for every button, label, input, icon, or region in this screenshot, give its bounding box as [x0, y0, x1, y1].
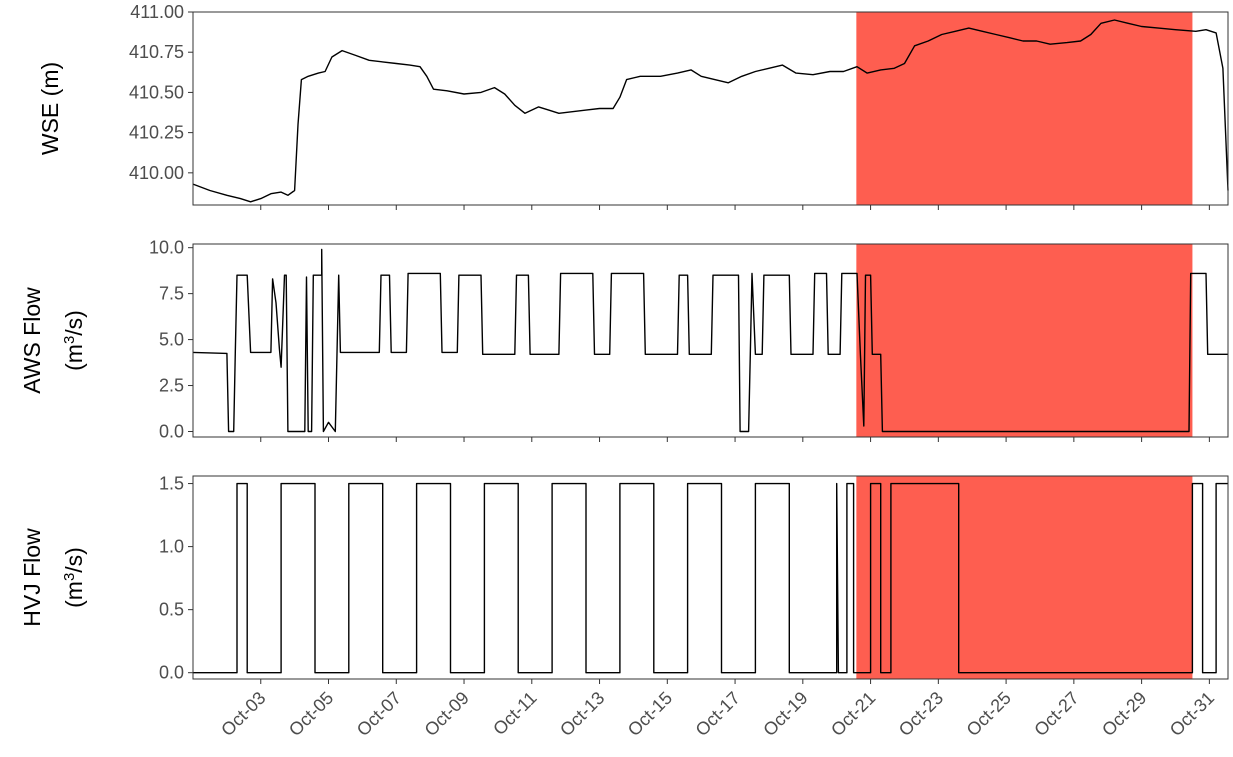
x-tick-label: Oct-11	[489, 688, 540, 739]
wse-panel-frame	[192, 11, 1229, 206]
hvj-panel-frame	[192, 475, 1229, 680]
aws-y-tick-label: 2.5	[159, 376, 184, 396]
wse-y-tick-label: 410.50	[129, 82, 184, 102]
hvj-y-tick-label: 1.5	[159, 474, 184, 494]
wse-y-tick-label: 411.00	[130, 2, 184, 22]
wse-shaded-region	[856, 12, 1193, 205]
x-tick-label: Oct-19	[759, 688, 811, 740]
x-tick-label: Oct-05	[285, 688, 337, 740]
x-tick-label: Oct-31	[1166, 688, 1218, 740]
hvj-y-tick-label: 0.5	[159, 600, 184, 620]
x-tick-label: Oct-07	[353, 688, 405, 740]
aws-flow-series-line	[192, 248, 1228, 433]
aws-shaded-region	[856, 244, 1193, 437]
wse-y-tick-label: 410.75	[129, 42, 184, 62]
aws-y-axis-title-line1: AWS Flow	[19, 287, 45, 394]
hvj-y-tick-label: 1.0	[159, 537, 184, 557]
hvj-y-axis-title-line2: (m3/s)	[61, 547, 87, 608]
hvj-y-tick-label: 0.0	[159, 663, 184, 683]
aws-y-tick-label: 10.0	[149, 238, 184, 258]
aws-panel-frame	[192, 243, 1229, 438]
hvj-shaded-region	[856, 476, 1193, 679]
hvj-y-axis-title-line1: HVJ Flow	[19, 528, 45, 627]
aws-y-axis-title-line2: (m3/s)	[61, 310, 87, 371]
x-tick-label: Oct-17	[692, 688, 744, 740]
hvj-flow-panel: 0.0 0.5 1.0 1.5 HVJ Flow (m3/s)	[19, 474, 1229, 684]
aws-flow-panel: 0.0 2.5 5.0 7.5 10.0 AWS Flow (m3/s)	[19, 238, 1229, 442]
hvj-flow-series-line	[193, 482, 1228, 674]
x-tick-label: Oct-15	[624, 688, 676, 740]
wse-panel: 410.00 410.25 410.50 410.75 411.00 WSE (m)	[37, 2, 1229, 210]
x-tick-label: Oct-13	[556, 688, 608, 740]
x-tick-label: Oct-25	[963, 688, 1015, 740]
wse-y-tick-label: 410.00	[129, 163, 184, 183]
wse-y-axis-title: WSE (m)	[37, 62, 63, 155]
x-tick-label: Oct-27	[1030, 688, 1082, 740]
x-tick-label: Oct-21	[827, 688, 879, 740]
x-axis: Oct-03 Oct-05 Oct-07 Oct-09 Oct-11 Oct-13 Oct-…	[217, 688, 1218, 740]
x-tick-label: Oct-09	[421, 688, 473, 740]
wse-series-line	[192, 19, 1229, 203]
aws-y-tick-label: 7.5	[159, 284, 184, 304]
x-tick-label: Oct-29	[1098, 688, 1150, 740]
wse-y-tick-label: 410.25	[129, 123, 184, 143]
x-tick-label: Oct-03	[217, 688, 269, 740]
aws-y-tick-label: 5.0	[159, 330, 184, 350]
x-tick-label: Oct-23	[895, 688, 947, 740]
aws-y-tick-label: 0.0	[159, 421, 184, 441]
